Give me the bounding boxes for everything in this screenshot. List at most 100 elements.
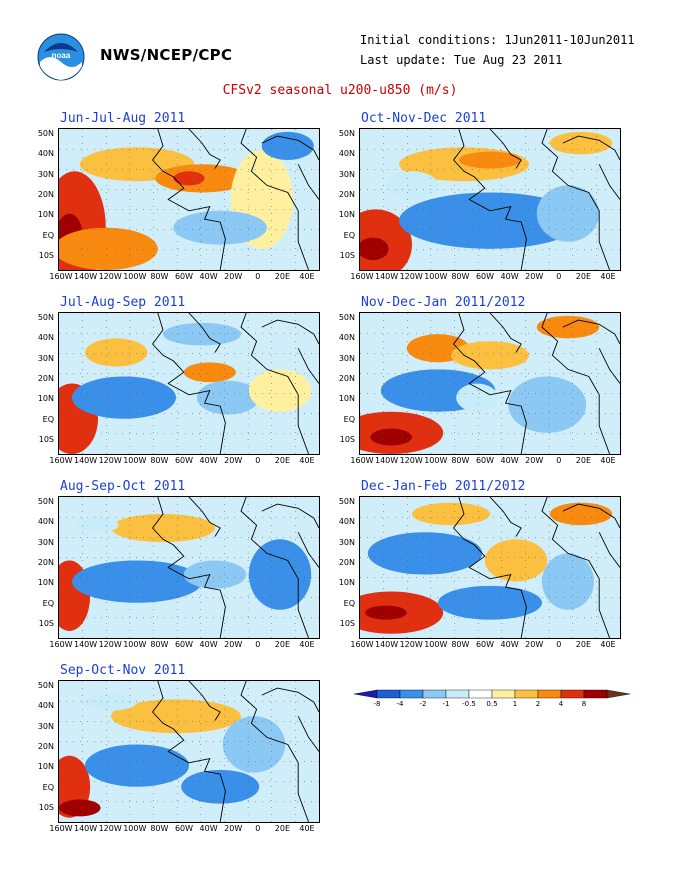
- map-canvas: [360, 129, 620, 270]
- lon-tick-label: 0: [255, 272, 261, 281]
- anomaly-region: [508, 376, 587, 433]
- lat-tick-label: 30N: [338, 353, 355, 363]
- lon-tick-label: 80W: [150, 272, 169, 281]
- coastline: [453, 313, 527, 454]
- lon-tick-label: 80W: [451, 640, 470, 649]
- lat-tick-label: 10S: [38, 434, 54, 444]
- anomaly-region: [412, 502, 490, 526]
- lat-tick-label: EQ: [42, 598, 54, 608]
- coastline: [489, 313, 522, 353]
- coastline: [598, 164, 620, 200]
- coastline: [240, 313, 310, 454]
- lat-tick-label: 10N: [338, 210, 355, 220]
- anomaly-region: [85, 338, 148, 367]
- lon-tick-label: 40W: [500, 272, 519, 281]
- lon-tick-label: 140W: [74, 824, 98, 833]
- legend-label: 0.5: [486, 700, 497, 708]
- lon-tick-label: 80W: [150, 456, 169, 465]
- anomaly-region: [370, 428, 412, 446]
- map-canvas: [59, 497, 319, 638]
- legend-label: -2: [420, 700, 427, 708]
- coastline: [240, 497, 310, 638]
- legend-label: 4: [559, 700, 564, 708]
- lon-tick-label: 120W: [98, 456, 122, 465]
- anomaly-region: [196, 380, 260, 415]
- lon-tick-label: 20E: [274, 824, 290, 833]
- panel-title: Aug-Sep-Oct 2011: [60, 479, 186, 494]
- lon-tick-label: 0: [255, 640, 261, 649]
- lat-tick-label: 40N: [338, 149, 355, 159]
- anomaly-region: [222, 716, 286, 773]
- lon-tick-label: 140W: [375, 456, 399, 465]
- anomaly-region: [542, 553, 594, 610]
- lat-tick-label: 50N: [37, 313, 54, 322]
- anomaly-region: [536, 185, 600, 242]
- lon-tick-label: 40E: [299, 456, 315, 465]
- lon-tick-label: 0: [255, 824, 261, 833]
- lon-tick-label: 20E: [575, 456, 591, 465]
- lon-tick-label: 20W: [525, 272, 544, 281]
- coastline: [297, 164, 319, 200]
- coastline: [541, 129, 611, 270]
- anomaly-region: [85, 693, 137, 711]
- lon-tick-label: 40E: [600, 272, 616, 281]
- legend-swatch: [376, 689, 401, 699]
- coastline: [562, 503, 620, 529]
- anomaly-region: [72, 560, 202, 603]
- legend-label: -1: [443, 700, 450, 708]
- lon-tick-label: 60W: [174, 456, 194, 465]
- lon-tick-label: 140W: [375, 272, 399, 281]
- map-canvas: [59, 681, 319, 822]
- lat-tick-label: 50N: [37, 681, 54, 690]
- lon-tick-label: 40W: [500, 456, 519, 465]
- anomaly-region: [163, 322, 241, 346]
- lon-tick-label: 40W: [199, 272, 218, 281]
- legend-swatch: [422, 689, 447, 699]
- lat-tick-label: EQ: [343, 598, 355, 608]
- anomaly-region: [59, 227, 158, 270]
- anomaly-map: [58, 680, 320, 823]
- lon-tick-label: 80W: [451, 456, 470, 465]
- legend-swatch: [491, 689, 516, 699]
- lon-tick-label: 60W: [475, 272, 495, 281]
- lon-tick-label: 40W: [199, 456, 218, 465]
- lon-tick-label: 140W: [375, 640, 399, 649]
- lat-tick-label: EQ: [42, 782, 54, 792]
- lon-tick-label: 120W: [399, 640, 423, 649]
- lat-tick-label: 10S: [38, 250, 54, 260]
- lat-tick-label: 40N: [338, 333, 355, 343]
- lon-tick-label: 20E: [274, 456, 290, 465]
- anomaly-map: [58, 496, 320, 639]
- lon-tick-label: 40E: [299, 824, 315, 833]
- lon-tick-label: 40E: [299, 640, 315, 649]
- lon-tick-label: 160W: [49, 272, 73, 281]
- anomaly-region: [261, 131, 314, 161]
- lat-tick-label: 10N: [37, 394, 54, 404]
- lat-tick-label: 10N: [37, 210, 54, 220]
- panel-title: Jun-Jul-Aug 2011: [60, 111, 186, 126]
- initial-conditions: Initial conditions: 1Jun2011-10Jun2011: [360, 33, 635, 47]
- lat-tick-label: 10N: [37, 578, 54, 588]
- anomaly-region: [111, 513, 215, 543]
- lat-tick-label: 20N: [37, 189, 54, 199]
- legend-label: 2: [536, 700, 540, 708]
- lon-tick-label: 120W: [399, 272, 423, 281]
- lon-tick-label: 20W: [525, 456, 544, 465]
- lon-tick-label: 60W: [174, 640, 194, 649]
- lon-tick-label: 20E: [575, 640, 591, 649]
- lon-tick-label: 0: [556, 456, 562, 465]
- legend-swatch: [560, 689, 585, 699]
- coastline: [261, 319, 319, 345]
- coastline: [188, 497, 221, 537]
- lat-tick-label: 20N: [37, 373, 54, 383]
- anomaly-region: [484, 539, 548, 582]
- lat-tick-label: EQ: [343, 230, 355, 240]
- lon-tick-label: 100W: [424, 640, 448, 649]
- lon-tick-label: 20W: [224, 824, 243, 833]
- legend-swatch: [468, 689, 493, 699]
- coastline: [152, 681, 226, 822]
- lat-tick-label: 10N: [338, 394, 355, 404]
- lon-tick-label: 40W: [199, 640, 218, 649]
- lat-tick-label: 10N: [37, 762, 54, 772]
- lat-tick-label: EQ: [42, 414, 54, 424]
